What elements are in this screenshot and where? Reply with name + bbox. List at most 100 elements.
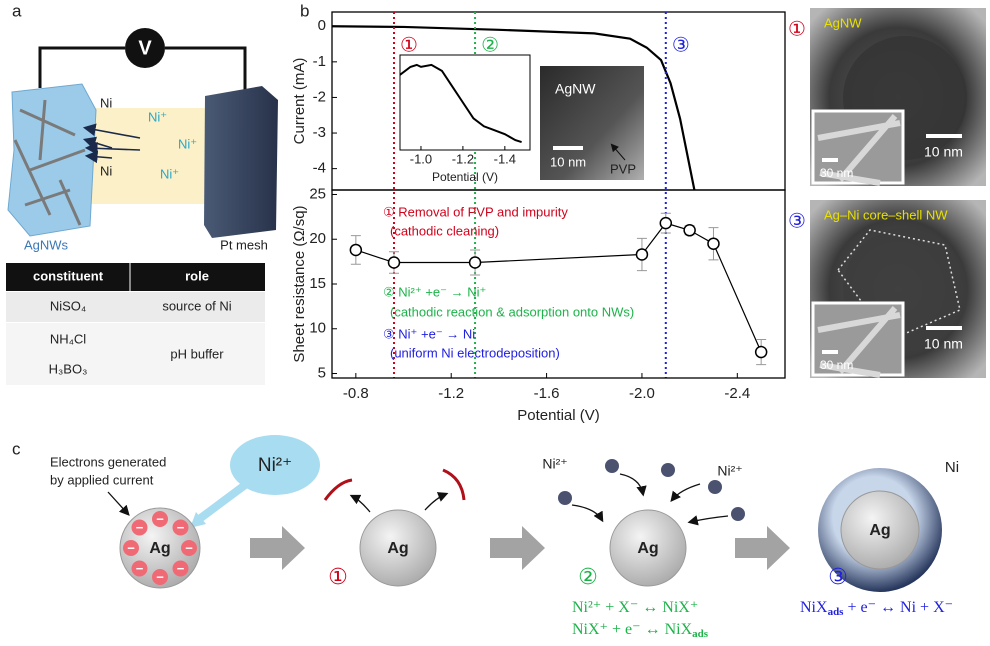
equation-part: ads — [828, 606, 845, 618]
annotation: ① Removal of PVP and impurity — [383, 204, 568, 219]
core-label: Ag — [149, 540, 170, 557]
step-label: ③ — [828, 564, 848, 589]
pt-electrode — [204, 86, 278, 238]
data-point — [350, 244, 361, 255]
tem-title: Ag–Ni core–shell NW — [824, 207, 948, 222]
ni-ion: Ni⁺ — [178, 136, 197, 151]
annotation: (uniform Ni electrodeposition) — [390, 345, 560, 360]
electron-sign: − — [177, 561, 185, 576]
annotation: (cathodic cleaning) — [390, 223, 499, 238]
table-row — [6, 323, 265, 385]
y-axis-label: Sheet resistance (Ω/sq) — [291, 205, 308, 362]
inset-tick-label: -1.4 — [494, 151, 516, 166]
charts: 0-1-2-3-4Current (mA)①②③-1.0-1.2-1.4Pote… — [291, 12, 785, 424]
y-axis-label: Current (mA) — [291, 58, 308, 145]
marker-label: ② — [481, 34, 499, 56]
x-tick-label: -0.8 — [343, 385, 369, 402]
y-tick-label: -2 — [313, 88, 326, 105]
removal-arrows — [352, 494, 446, 512]
data-point — [470, 257, 481, 268]
data-point — [660, 218, 671, 229]
x-axis-label: Potential (V) — [517, 407, 600, 424]
scale-label: 30 nm — [820, 358, 853, 372]
ion-label: Ni²⁺ — [542, 456, 567, 472]
data-point — [708, 238, 719, 249]
tem-number: ③ — [788, 210, 806, 232]
core-label: Ag — [869, 522, 890, 539]
core-label: Ag — [637, 540, 658, 557]
note: Electrons generated — [50, 454, 166, 469]
y-tick-label: 10 — [309, 320, 326, 337]
bubble-tail — [198, 485, 245, 520]
equation-part: + e⁻ ↔ Ni + X⁻ — [843, 599, 953, 616]
data-point — [636, 249, 647, 260]
data-point — [684, 225, 695, 236]
note: by applied current — [50, 472, 154, 487]
panel-label: a — [12, 1, 22, 20]
equation-part: NiX⁺ + e⁻ ↔ NiX — [572, 621, 693, 638]
equation: Ni²⁺ + X⁻ ↔ NiX⁺ — [572, 599, 698, 616]
bubble-label: Ni²⁺ — [258, 455, 292, 476]
page: { "figure_labels": {"a": "a", "b": "b", … — [0, 0, 990, 646]
tem-title: AgNW — [824, 15, 862, 30]
note-arrow — [108, 492, 128, 514]
equation: NiXads + e⁻ ↔ Ni + X⁻ — [800, 599, 953, 618]
ni-atom: Ni — [100, 95, 112, 110]
scale-label: 10 nm — [924, 336, 963, 352]
inset-frame — [400, 55, 530, 150]
y-tick-label: 15 — [309, 275, 326, 292]
pointer-label: PVP — [610, 161, 636, 176]
ni-ion: Ni⁺ — [160, 166, 179, 181]
electron-sign: − — [136, 520, 144, 535]
core-label: Ag — [387, 540, 408, 557]
panel-label: b — [300, 1, 309, 20]
marker-label: ① — [400, 34, 418, 56]
y-tick-label: -3 — [313, 124, 326, 141]
inset-tick-label: -1.0 — [410, 151, 432, 166]
equation-part: NiX — [800, 599, 828, 616]
tem-title: AgNW — [555, 81, 596, 97]
inset-tick-label: -1.2 — [452, 151, 474, 166]
x-tick-label: -2.4 — [724, 385, 750, 402]
table-cell: H₃BO₃ — [49, 361, 88, 376]
table-cell: source of Ni — [162, 298, 231, 313]
electron-sign: − — [185, 540, 193, 555]
table-cell: NiSO₄ — [50, 298, 86, 313]
ion-label: Ni²⁺ — [717, 463, 742, 479]
electrode-label: AgNWs — [24, 237, 69, 252]
step-label: ① — [328, 564, 348, 589]
annotation: (cathodic reaction & adsorption onto NWs… — [390, 304, 634, 319]
inset-x-label: Potential (V) — [432, 170, 498, 184]
annotation: ② Ni²⁺ +e⁻ → Ni⁺ — [383, 284, 486, 299]
scale-label: 30 nm — [820, 166, 853, 180]
figure: a V Ni Ni Ni⁺ Ni⁺ Ni⁺ AgNWs Pt mesh cons… — [0, 0, 990, 646]
y-tick-label: 25 — [309, 185, 326, 202]
table-cell: pH buffer — [170, 346, 224, 361]
scale-label: 10 nm — [924, 144, 963, 160]
ni-atom: Ni — [100, 163, 112, 178]
electron-sign: − — [156, 511, 164, 526]
equation: NiX⁺ + e⁻ ↔ NiXads — [572, 621, 709, 640]
voltmeter-label: V — [138, 37, 152, 59]
equation-part: Ni²⁺ + X⁻ ↔ NiX⁺ — [572, 599, 698, 616]
electron-sign: − — [127, 540, 135, 555]
agnw-electrode — [8, 84, 96, 236]
y-tick-label: 0 — [318, 17, 326, 34]
x-tick-label: -1.2 — [438, 385, 464, 402]
scale-label: 10 nm — [550, 154, 586, 169]
marker-label: ③ — [672, 34, 690, 56]
x-tick-label: -1.6 — [534, 385, 560, 402]
panel-label: c — [12, 439, 21, 458]
x-tick-label: -2.0 — [629, 385, 655, 402]
y-tick-label: -1 — [313, 53, 326, 70]
ni-ion: Ni⁺ — [148, 109, 167, 124]
y-tick-label: 5 — [318, 364, 326, 381]
electron-sign: − — [177, 520, 185, 535]
y-tick-label: 20 — [309, 230, 326, 247]
electron-sign: − — [156, 569, 164, 584]
table-header-cell: role — [185, 268, 209, 283]
equation-part: ads — [692, 628, 709, 640]
annotation: ③ Ni⁺ +e⁻ → Ni — [383, 326, 475, 341]
electrode-label: Pt mesh — [220, 237, 268, 252]
